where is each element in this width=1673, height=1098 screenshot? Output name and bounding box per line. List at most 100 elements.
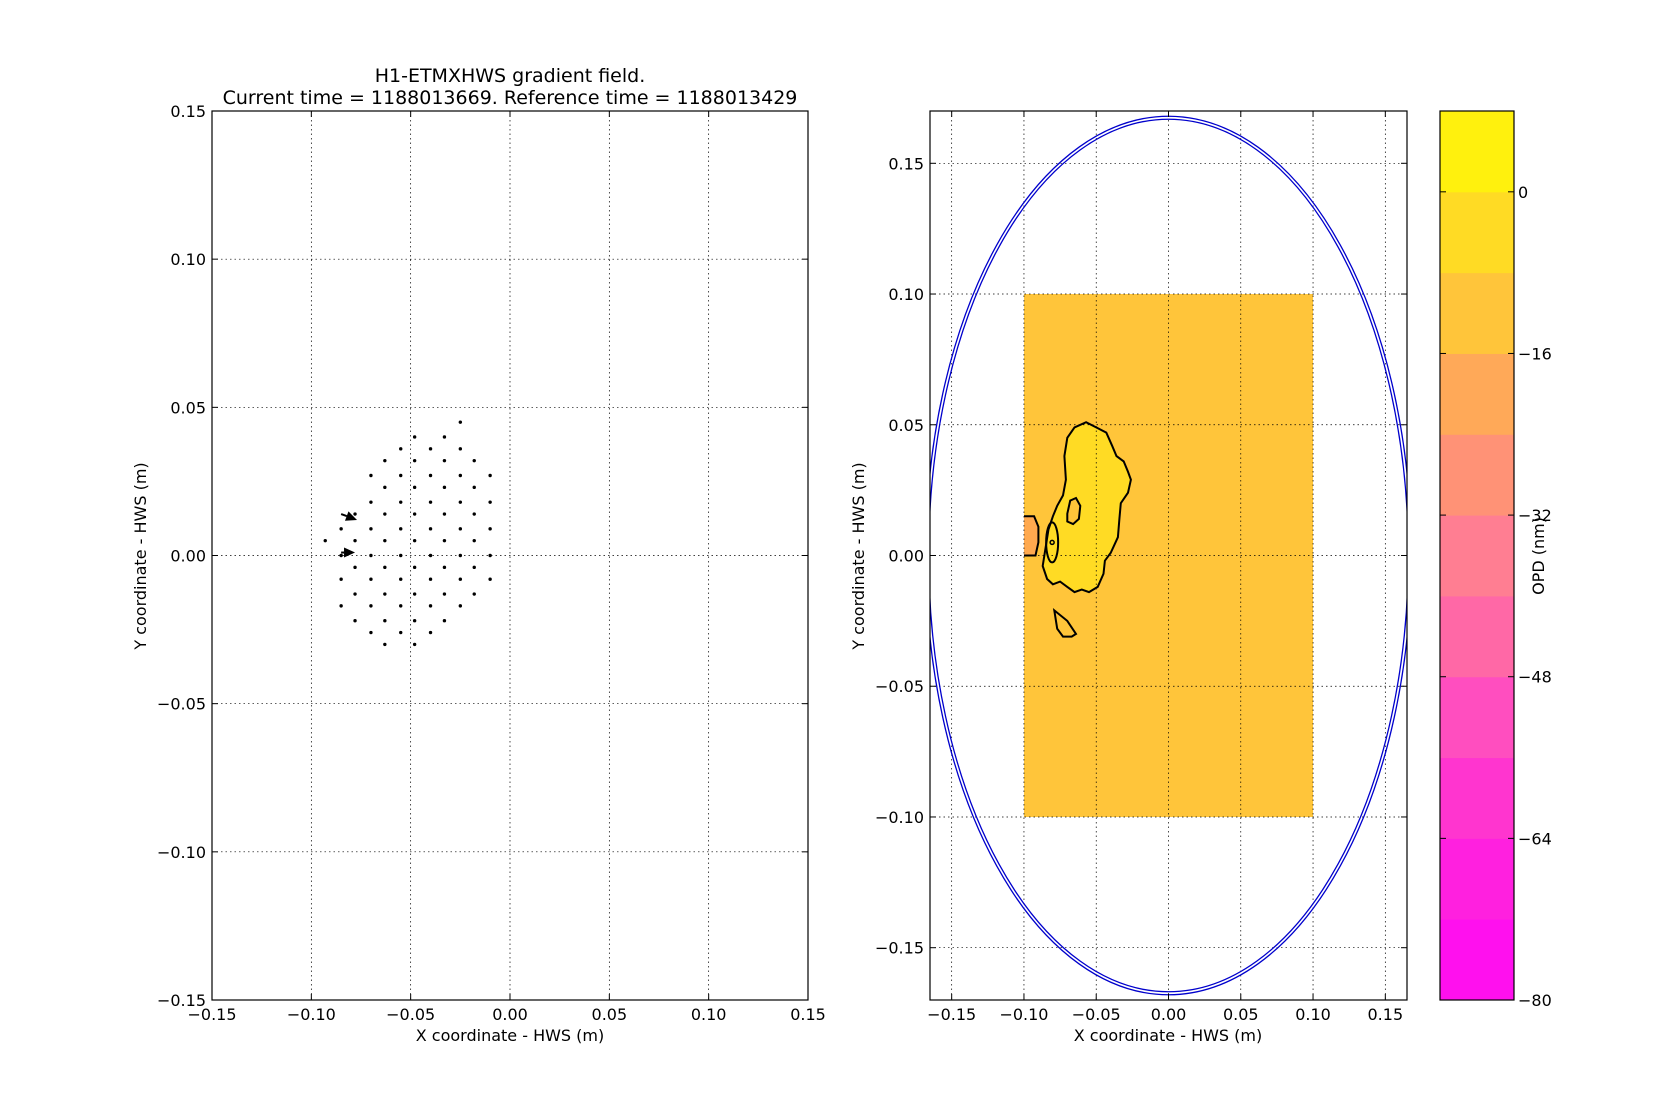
right-x-axis-label: X coordinate - HWS (m) [1074,1026,1263,1045]
gradient-point [442,435,447,439]
opd-contour-panel: −0.15 −0.10 −0.05 0.00 0.05 0.10 0.15 −0.15−0.… [849,110,1408,1045]
gradient-point [339,577,343,581]
left-x-tick-label: −0.15 [187,1005,236,1024]
colorbar-tick-label: −80 [1518,991,1552,1010]
right-x-tick-label: 0.05 [1223,1005,1259,1024]
right-x-tick-label: 0.10 [1295,1005,1331,1024]
opd-center-contour [1049,539,1055,546]
gradient-arrow-head [344,511,358,521]
gradient-point [488,527,492,531]
gradient-point [442,458,447,463]
gradient-point [412,538,417,543]
left-y-tick-label: 0.10 [170,250,206,269]
gradient-field-panel: H1-ETMXHWS gradient field. Current time … [131,65,826,1045]
opd-low-fill [1024,516,1039,556]
gradient-point [383,458,387,463]
left-quiver-marks [323,420,492,647]
gradient-point [412,618,417,623]
colorbar-band [1440,595,1514,678]
gradient-point [339,527,343,531]
right-x-tick-label: −0.10 [999,1005,1048,1024]
left-y-tick-label: −0.05 [157,695,206,714]
gradient-point [399,473,403,478]
colorbar-tick-label: 0 [1518,183,1528,202]
gradient-point [472,512,476,516]
gradient-point [383,485,387,490]
gradient-point [428,553,433,558]
right-y-axis-label: Y coordinate - HWS (m) [849,462,868,650]
gradient-point [383,642,387,647]
right-y-tick-label: 0.15 [888,154,924,173]
gradient-point [353,592,357,596]
gradient-point [428,473,433,478]
left-y-tick-label: 0.00 [170,547,206,566]
opd-high-contour [1041,421,1132,594]
left-x-tick-label: −0.05 [386,1005,435,1024]
gradient-point [369,527,373,531]
left-chart-subtitle: Current time = 1188013669. Reference tim… [223,87,798,109]
gradient-point [412,512,417,516]
gradient-point [412,435,417,439]
colorbar: 0 −16 −32 −48 −64 −80 OPD (nm) [1439,110,1552,1010]
gradient-point [458,447,463,451]
gradient-point [399,553,403,558]
gradient-point [428,527,433,531]
gradient-point [383,565,387,570]
gradient-point [353,512,357,516]
left-y-ticks: −0.15 −0.10 −0.05 0.00 0.05 0.10 0.15 [157,102,808,1010]
colorbar-tick-label: −32 [1518,506,1552,525]
gradient-point [488,553,492,558]
gradient-point [369,553,373,558]
gradient-point [472,538,476,543]
gradient-point [458,577,463,581]
gradient-point [458,553,463,558]
gradient-point [369,630,373,635]
colorbar-band [1440,757,1514,839]
gradient-arrow-head [344,547,356,558]
gradient-point [458,473,463,478]
colorbar-band [1440,838,1514,920]
right-grid [930,111,1407,1000]
gradient-point [472,565,476,570]
aperture-inner-ring [930,118,1407,993]
gradient-point [428,500,433,504]
gradient-point [399,604,403,608]
colorbar-band [1440,191,1514,274]
colorbar-bands [1440,111,1514,1001]
right-y-tick-label: 0.05 [888,416,924,435]
colorbar-label: OPD (nm) [1529,517,1548,595]
gradient-point [353,618,357,623]
gradient-point [399,630,403,635]
gradient-point [383,512,387,516]
opd-inner-contour [1066,496,1082,526]
left-x-tick-label: −0.10 [287,1005,336,1024]
left-chart-title: H1-ETMXHWS gradient field. [375,65,646,87]
colorbar-band [1440,515,1514,597]
gradient-point [428,447,433,451]
colorbar-band [1440,111,1514,193]
gradient-point [442,538,447,543]
gradient-point [488,577,492,581]
left-x-tick-label: 0.00 [492,1005,528,1024]
colorbar-ticks: 0 −16 −32 −48 −64 −80 [1440,183,1552,1010]
gradient-point [442,485,447,490]
opd-lower-contour [1052,607,1078,638]
gradient-point [442,512,447,516]
gradient-point [399,447,403,451]
right-x-tick-label: 0.15 [1368,1005,1404,1024]
gradient-point [399,500,403,504]
gradient-point [472,458,476,463]
gradient-point [369,473,373,478]
gradient-point [412,458,417,463]
right-y-tick-label: 0.10 [888,285,924,304]
right-x-tick-label: −0.05 [1072,1005,1121,1024]
gradient-point [488,473,492,478]
left-x-tick-label: 0.15 [790,1005,826,1024]
gradient-point [369,500,373,504]
colorbar-band [1440,272,1514,354]
colorbar-tick-label: −16 [1518,344,1552,363]
left-x-ticks: −0.15 −0.10 −0.05 0.00 0.05 0.10 0.15 [187,111,826,1024]
gradient-point [472,485,476,490]
colorbar-band [1440,353,1514,435]
